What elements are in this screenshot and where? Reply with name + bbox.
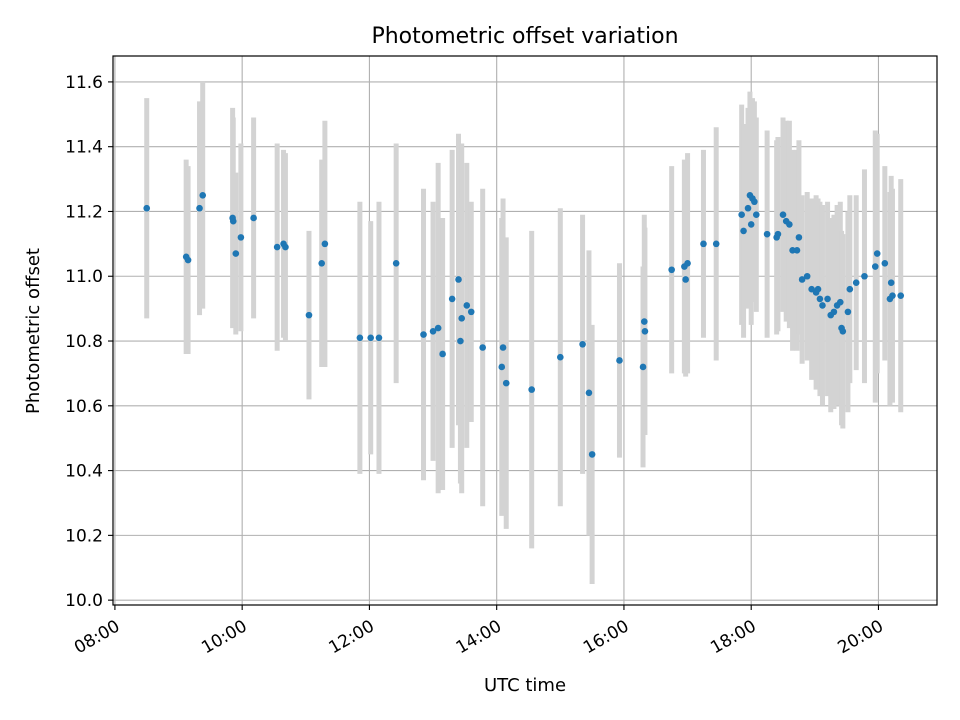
y-tick-label: 11.4 [65, 138, 103, 158]
data-point [318, 259, 326, 267]
data-point [143, 204, 151, 212]
data-point [639, 363, 647, 371]
data-point [852, 279, 860, 287]
data-point [579, 340, 586, 348]
data-point [392, 259, 400, 267]
data-point [668, 266, 675, 274]
data-point [747, 221, 755, 228]
data-point [375, 334, 383, 342]
data-point [448, 295, 456, 303]
data-point [196, 204, 203, 212]
data-point [305, 311, 313, 319]
data-point [321, 240, 329, 248]
data-point [502, 379, 510, 387]
data-point [889, 292, 896, 299]
y-tick-label: 11.2 [65, 202, 103, 222]
data-point [738, 211, 745, 219]
y-tick-label: 10.0 [65, 591, 103, 611]
data-point [881, 259, 889, 267]
data-point [873, 250, 881, 257]
data-point [897, 292, 905, 299]
data-point [684, 259, 691, 267]
x-axis-label: UTC time [484, 675, 566, 696]
data-point [793, 247, 801, 254]
data-point [282, 243, 289, 251]
chart-title: Photometric offset variation [371, 24, 678, 49]
data-point [740, 227, 747, 235]
data-point [752, 211, 760, 219]
data-point [887, 279, 895, 287]
data-point [434, 324, 442, 332]
data-point [273, 243, 281, 251]
data-point [498, 363, 506, 371]
data-point [237, 234, 245, 241]
data-point [819, 302, 826, 309]
data-point [499, 344, 507, 351]
y-tick-label: 10.4 [65, 462, 103, 482]
data-point [641, 328, 649, 335]
data-point [700, 240, 707, 248]
data-point [528, 386, 535, 393]
data-point [463, 302, 471, 309]
data-point [250, 214, 257, 222]
grid [113, 56, 937, 605]
data-point [824, 295, 831, 303]
data-point [786, 221, 793, 228]
data-point [816, 295, 824, 303]
data-point [429, 328, 437, 335]
data-point [779, 211, 787, 219]
data-point [814, 285, 822, 293]
y-tick-label: 10.8 [65, 332, 103, 352]
data-point [557, 353, 564, 361]
plot-frame [112, 55, 938, 606]
data-point [803, 272, 811, 280]
data-point [861, 272, 868, 280]
y-tick-label: 10.6 [65, 397, 103, 417]
data-point [458, 315, 465, 322]
data-point [844, 308, 852, 316]
data-point [585, 389, 593, 397]
data-point [367, 334, 374, 342]
data-point [641, 318, 648, 325]
data-point [455, 276, 462, 283]
data-point [467, 308, 475, 316]
data-point [457, 337, 464, 345]
y-axis: 10.0 10.2 10.4 10.6 10.8 11.0 11.2 11.4 11.6 [65, 73, 113, 611]
data-point [232, 250, 240, 257]
data-point [836, 298, 844, 306]
data-point [830, 308, 838, 316]
data-point [846, 285, 854, 293]
y-tick-label: 10.2 [65, 526, 103, 546]
data-point [795, 234, 803, 241]
data-point [479, 344, 486, 351]
data-point [871, 263, 879, 270]
data-point [616, 357, 623, 364]
y-tick-label: 11.0 [65, 267, 103, 287]
data-point [774, 230, 782, 238]
data-point [420, 331, 427, 338]
data-point [439, 350, 446, 358]
data-point [682, 276, 689, 283]
y-axis-label: Photometric offset [23, 248, 44, 414]
data-point [356, 334, 364, 342]
data-point [763, 230, 771, 238]
data-points [143, 191, 905, 458]
data-point [798, 276, 806, 283]
data-point [184, 256, 192, 264]
data-point [588, 451, 596, 458]
data-point [199, 191, 207, 199]
data-point [751, 198, 758, 206]
data-point [744, 204, 752, 212]
data-point [229, 217, 237, 225]
data-point [839, 328, 847, 335]
data-point [712, 240, 720, 248]
y-tick-label: 11.6 [65, 73, 103, 93]
